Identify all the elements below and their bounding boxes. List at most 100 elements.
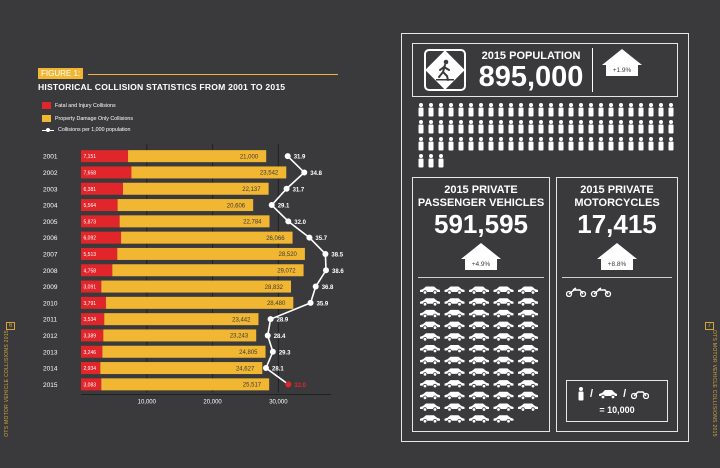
label-property-2007: 28,520 (279, 252, 298, 258)
legend-fatal: Fatal and Injury Collisions (42, 102, 116, 109)
label-property-2001: 21,000 (240, 154, 259, 160)
vehicles-title-2: PASSENGER VEHICLES (417, 197, 545, 209)
figure-tag: FIGURE 1: (38, 68, 84, 79)
bar-property-2003 (122, 182, 269, 195)
bar-property-2014 (100, 362, 263, 375)
label-fatal-2005: 5,873 (84, 219, 97, 225)
x-tick-label-1: 20,000 (203, 400, 222, 406)
label-fatal-2014: 2,934 (84, 366, 97, 372)
bar-property-2006 (121, 231, 293, 244)
rate-label-2005: 32.0 (294, 220, 306, 226)
x-tick-label-0: 10,000 (138, 400, 157, 406)
legend-rate-label: Collisions per 1,000 population (58, 127, 131, 133)
bar-fatal-2010 (81, 296, 106, 309)
label-fatal-2010: 3,791 (84, 301, 97, 307)
legend-rate-swatch (42, 127, 54, 133)
bar-property-2007 (117, 247, 305, 260)
motorcycles-change-arrow: +8.8% (597, 243, 637, 270)
infographic-panel (401, 33, 689, 442)
year-label-2006: 2006 (43, 235, 58, 242)
bar-property-2015 (101, 378, 270, 391)
label-property-2010: 28,480 (267, 301, 286, 307)
rate-label-2011: 28.9 (277, 318, 289, 324)
bar-fatal-2015 (81, 378, 102, 391)
vehicles-box (412, 177, 550, 432)
rate-label-2003: 31.7 (293, 187, 305, 193)
label-property-2011: 23,442 (232, 317, 251, 323)
year-label-2010: 2010 (43, 300, 58, 307)
legend-rate: Collisions per 1,000 population (42, 127, 130, 133)
label-fatal-2009: 3,091 (84, 285, 97, 291)
motorcycles-title-2: MOTORCYCLES (574, 197, 660, 209)
vehicles-separator (418, 277, 544, 278)
population-change: +1.9% (606, 65, 638, 76)
bar-property-2001 (128, 150, 267, 163)
population-change-arrow: +1.9% (600, 49, 644, 76)
population-people-icons (414, 101, 678, 171)
bar-fatal-2001 (81, 150, 129, 163)
motorcycles-separator (562, 277, 672, 278)
rate-point-2003 (283, 185, 290, 192)
bar-property-2010 (105, 296, 294, 309)
rate-point-2004 (268, 202, 275, 209)
rate-label-2012: 28.4 (274, 334, 286, 340)
label-fatal-2007: 5,513 (84, 252, 97, 258)
rate-point-2008 (323, 267, 329, 274)
page-number-left: 6 (6, 322, 16, 330)
bar-fatal-2013 (81, 345, 103, 358)
label-property-2003: 22,137 (242, 187, 261, 193)
label-property-2015: 25,517 (243, 383, 262, 389)
label-property-2002: 23,542 (260, 171, 279, 177)
label-fatal-2006: 6,092 (84, 236, 97, 242)
label-property-2009: 28,832 (265, 285, 284, 291)
vehicles-title-1: 2015 PRIVATE (444, 184, 518, 196)
rate-point-2011 (267, 316, 274, 323)
rate-label-2007: 38.5 (331, 252, 343, 258)
label-fatal-2003: 6,381 (84, 187, 97, 193)
rate-point-2010 (307, 299, 314, 306)
year-label-2007: 2007 (43, 251, 58, 258)
rate-label-2008: 38.6 (332, 269, 344, 275)
rate-point-2002 (301, 169, 308, 176)
bar-property-2011 (104, 313, 259, 326)
bar-fatal-2005 (81, 215, 120, 228)
rate-point-2012 (264, 332, 271, 339)
key-slash-2: / (623, 388, 627, 400)
rate-point-2009 (312, 283, 319, 290)
key-motorcycle-icon (631, 391, 650, 399)
label-fatal-2001: 7,151 (84, 154, 97, 160)
year-label-2014: 2014 (43, 366, 58, 373)
rate-point-2006 (306, 234, 313, 241)
rate-label-2014: 28.1 (272, 367, 284, 373)
side-footer-right: OTS MOTOR VEHICLE COLLISIONS 2015 (711, 330, 717, 437)
legend-property-label: Property Damage Only Collisions (55, 115, 134, 122)
population-title: 2015 POPULATION (481, 50, 581, 62)
bar-property-2012 (103, 329, 257, 342)
bar-fatal-2011 (81, 313, 105, 326)
year-label-2009: 2009 (43, 284, 58, 291)
legend-fatal-label: Fatal and Injury Collisions (55, 102, 116, 109)
motorcycles-change: +8.8% (601, 259, 633, 270)
bar-fatal-2014 (81, 362, 101, 375)
motorcycle-icons (566, 287, 616, 297)
motorcycles-title-1: 2015 PRIVATE (580, 184, 654, 196)
bar-property-2008 (112, 264, 304, 277)
population-divider (592, 48, 593, 92)
population-value: 895,000 (478, 61, 584, 93)
bar-fatal-2004 (81, 199, 118, 212)
bar-property-2004 (117, 199, 254, 212)
label-property-2013: 24,805 (239, 350, 258, 356)
rate-label-2006: 35.7 (315, 236, 327, 242)
legend-property: Property Damage Only Collisions (42, 115, 133, 122)
figure-title: HISTORICAL COLLISION STATISTICS FROM 200… (38, 82, 286, 92)
year-label-2013: 2013 (43, 349, 58, 356)
rate-label-2015: 32.0 (294, 383, 306, 389)
label-property-2005: 22,784 (243, 220, 262, 226)
year-label-2003: 2003 (43, 186, 58, 193)
label-property-2006: 26,066 (266, 236, 285, 242)
motorcycles-value: 17,415 (577, 209, 657, 239)
label-fatal-2012: 3,389 (84, 333, 97, 339)
bar-fatal-2009 (81, 280, 102, 293)
year-label-2015: 2015 (43, 382, 58, 389)
vehicles-change-arrow: +4.9% (461, 243, 501, 270)
